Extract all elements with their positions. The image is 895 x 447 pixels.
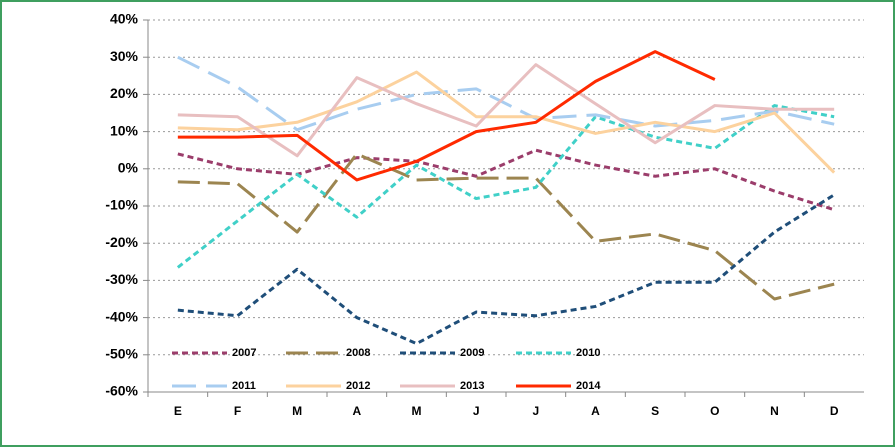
series-line [177, 152, 835, 301]
x-tick-label: J [473, 404, 480, 418]
y-tick-label: -10% [105, 197, 138, 213]
series-line [177, 50, 716, 182]
x-tick-label: S [651, 404, 659, 418]
legend-label: 2011 [232, 380, 256, 392]
legend-label: 2014 [576, 380, 601, 392]
x-tick-label: F [234, 404, 241, 418]
y-tick-label: -40% [105, 308, 138, 324]
y-tick-label: 40% [110, 11, 139, 27]
legend-label: 2008 [346, 347, 370, 359]
legend-label: 2012 [346, 380, 370, 392]
series-line [177, 148, 835, 212]
series-line [177, 193, 835, 346]
legend-label: 2007 [232, 347, 256, 359]
x-tick-label: O [710, 404, 719, 418]
series-line [177, 63, 835, 158]
y-tick-label: -30% [105, 271, 138, 287]
x-tick-label: N [770, 404, 779, 418]
x-tick-label: A [591, 404, 600, 418]
x-tick-label: A [352, 404, 361, 418]
legend-label: 2009 [460, 347, 484, 359]
y-tick-label: 10% [110, 122, 139, 138]
legend-label: 2010 [576, 347, 600, 359]
x-tick-label: D [830, 404, 839, 418]
x-tick-label: M [292, 404, 302, 418]
series-line [176, 104, 835, 269]
y-tick-label: 20% [110, 85, 139, 101]
y-tick-label: -20% [105, 234, 138, 250]
y-tick-label: -50% [105, 346, 138, 362]
y-tick-label: -60% [105, 383, 138, 399]
x-tick-label: J [532, 404, 539, 418]
x-tick-label: E [174, 404, 182, 418]
series-line [177, 55, 835, 132]
y-tick-label: 30% [110, 48, 139, 64]
x-tick-label: M [412, 404, 422, 418]
y-tick-label: 0% [118, 160, 139, 176]
legend-label: 2013 [460, 380, 484, 392]
series-line [177, 70, 836, 174]
